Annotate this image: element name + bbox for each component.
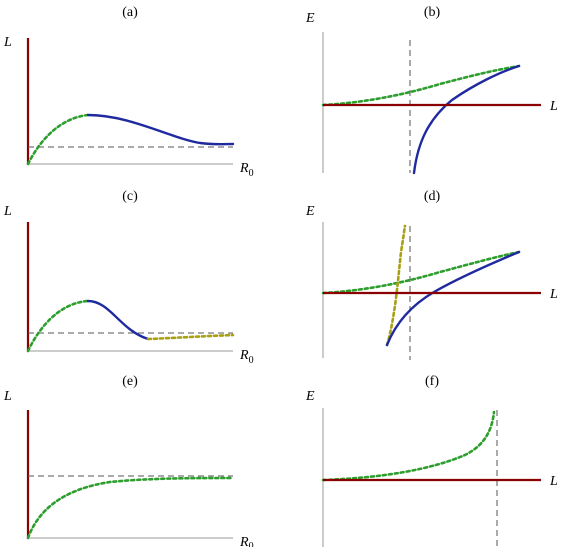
panel-b-green-branch [321, 64, 521, 107]
panel-e-green-branch [26, 476, 235, 540]
panel-c-green-branch [26, 299, 90, 353]
panel-a-green-branch [26, 113, 90, 166]
panel-c-label: (c) [122, 189, 138, 204]
panel-e-x-axis-sub: 0 [249, 541, 254, 547]
panel-f-y-axis-label: E [305, 389, 315, 404]
panel-b-blue-branch [412, 64, 521, 175]
panel-c-x-axis-main: R [239, 348, 249, 363]
panel-d-olive-branch [385, 224, 407, 347]
panel-c-x-axis-sub: 0 [249, 355, 254, 366]
panel-e-label: (e) [122, 374, 138, 389]
panel-b-x-axis-label: L [549, 99, 558, 114]
panel-a-x-axis-label: R0 [239, 161, 254, 179]
panel-a-label: (a) [122, 5, 138, 20]
panel-b-y-axis-label: E [305, 11, 315, 26]
panel-c-x-axis-label: R0 [239, 348, 254, 366]
panel-a-y-axis-label: L [3, 35, 12, 50]
panel-c: (c) L R0 [3, 189, 254, 366]
panel-d-x-axis-label: L [549, 287, 558, 302]
panel-d-green-branch [321, 250, 521, 295]
panel-f-label: (f) [425, 374, 439, 389]
panel-d-y-axis-label: E [305, 204, 315, 219]
panel-f-x-axis-label: L [549, 474, 558, 489]
panel-e-y-axis-label: L [3, 389, 12, 404]
panel-d-blue-branch [385, 250, 521, 347]
panel-d: (d) E L [305, 189, 558, 360]
panel-d-label: (d) [424, 189, 441, 204]
panel-e: (e) L R0 [3, 374, 254, 547]
panel-a-x-axis-main: R [239, 161, 249, 176]
panel-c-olive-branch [146, 333, 235, 341]
panel-e-x-axis-main: R [239, 535, 249, 547]
panel-a-x-axis-sub: 0 [249, 168, 254, 179]
panel-e-x-axis-label: R0 [239, 535, 254, 547]
panel-c-y-axis-label: L [3, 204, 12, 219]
panel-a-blue-branch [86, 113, 235, 146]
panel-f: (f) E L [305, 374, 558, 547]
panel-b: (b) E L [305, 5, 558, 175]
panel-a: (a) L R0 [3, 5, 254, 179]
panel-f-green-branch [321, 410, 496, 482]
panel-b-label: (b) [424, 5, 441, 20]
panel-c-blue-branch [86, 299, 150, 341]
